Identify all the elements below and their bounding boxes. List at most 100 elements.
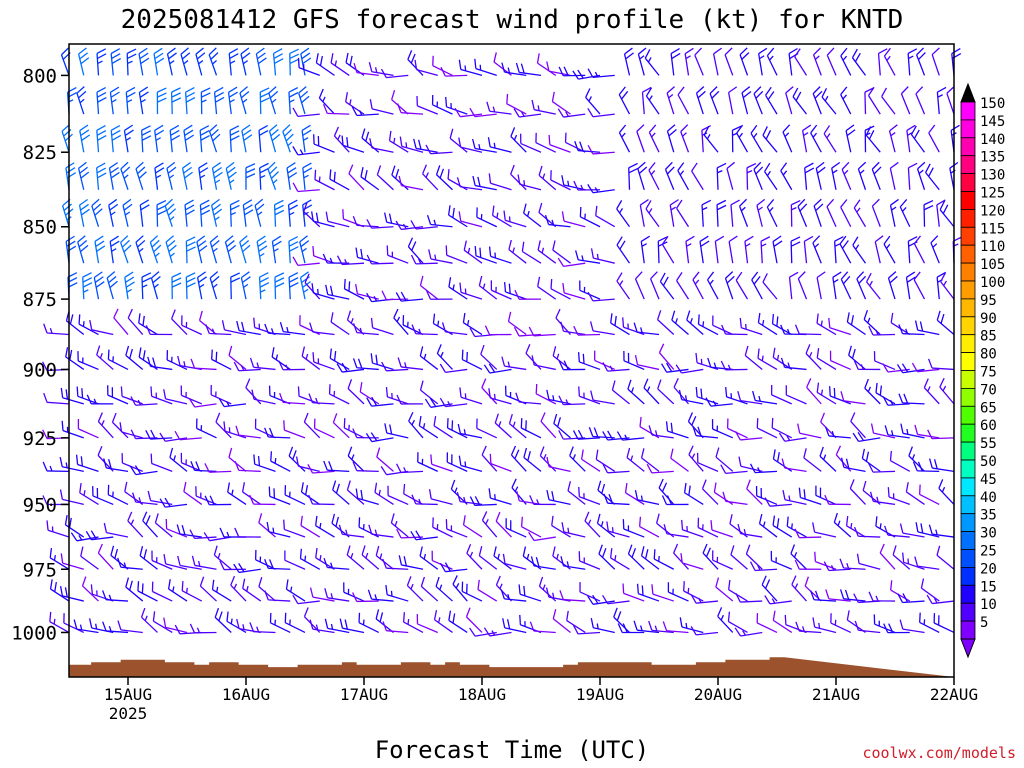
colorbar-label: 115: [980, 221, 1005, 237]
wind-barb: [322, 253, 350, 264]
wind-barb: [685, 235, 695, 264]
wind-barb: [930, 235, 940, 264]
wind-barb: [905, 271, 916, 300]
wind-barb: [730, 545, 748, 570]
wind-barb: [345, 92, 365, 115]
wind-barb: [618, 124, 631, 153]
wind-barb: [501, 62, 527, 77]
wind-barb: [712, 315, 734, 336]
wind-barb: [97, 543, 114, 570]
wind-barb: [751, 271, 763, 300]
wind-barb: [828, 317, 851, 336]
wind-barb: [513, 326, 542, 337]
wind-barb: [425, 290, 453, 300]
wind-barb: [299, 548, 321, 570]
wind-barb: [126, 48, 137, 76]
wind-barb: [602, 594, 630, 605]
wind-barb: [311, 283, 335, 300]
wind-barb: [634, 271, 645, 300]
wind-barb: [440, 66, 468, 77]
wind-barb: [539, 446, 557, 472]
wind-barb: [259, 162, 270, 190]
wind-barb: [435, 165, 453, 191]
wind-barb: [138, 86, 149, 115]
wind-barb: [375, 545, 394, 570]
wind-barb: [636, 583, 660, 602]
wind-barb: [323, 557, 350, 570]
wind-barb: [79, 124, 91, 153]
wind-barb: [145, 429, 173, 440]
wind-barb: [398, 555, 424, 570]
colorbar-label: 55: [980, 436, 997, 452]
wind-barb: [792, 87, 808, 115]
wind-barb: [602, 362, 630, 372]
wind-barb: [336, 255, 365, 266]
colorbar-label: 25: [980, 544, 997, 560]
wind-barb: [831, 161, 841, 190]
wind-barb: [433, 415, 453, 439]
wind-barb: [678, 389, 704, 405]
wind-barb: [540, 412, 557, 439]
wind-barb: [242, 578, 262, 602]
wind-barb: [585, 88, 601, 115]
wind-barb: [756, 198, 766, 227]
wind-barb: [346, 545, 365, 570]
wind-barb: [857, 161, 867, 190]
wind-barb: [806, 378, 822, 405]
wind-barb: [352, 428, 379, 439]
wind-barb: [781, 458, 807, 472]
wind-barb: [325, 211, 350, 228]
wind-barb: [96, 86, 107, 115]
wind-barb: [120, 161, 131, 190]
wind-barb: [916, 47, 926, 76]
wind-barb: [181, 315, 203, 336]
wind-barb: [103, 522, 129, 538]
wind-barb: [76, 386, 99, 405]
wind-barb: [65, 347, 85, 370]
wind-barb: [43, 323, 70, 336]
wind-barb: [706, 271, 719, 300]
x-axis-label: Forecast Time (UTC): [375, 736, 650, 764]
wind-barb: [301, 124, 312, 153]
x-tick-label: 20AUG: [694, 685, 742, 704]
wind-barb: [868, 325, 896, 336]
wind-barb: [746, 162, 757, 190]
wind-barb: [907, 48, 918, 76]
wind-barb: [676, 272, 690, 300]
wind-barb: [196, 271, 207, 300]
wind-barb: [76, 86, 87, 115]
wind-barb: [802, 124, 812, 153]
wind-barb: [180, 47, 191, 76]
wind-barb: [138, 347, 158, 370]
wind-barb: [770, 550, 793, 570]
wind-barb: [551, 515, 571, 538]
wind-barb: [616, 272, 631, 300]
wind-barb: [861, 448, 881, 472]
wind-barb: [712, 47, 723, 76]
colorbar-top-arrow: [960, 82, 976, 103]
wind-barb: [313, 134, 335, 153]
y-tick-label: 875: [23, 289, 57, 311]
wind-barb: [833, 236, 844, 264]
wind-barb: [292, 107, 320, 118]
wind-barb: [332, 480, 350, 505]
wind-barb: [753, 86, 764, 115]
wind-barb: [285, 579, 306, 602]
colorbar-swatch: [960, 620, 976, 640]
wind-barb: [616, 431, 645, 441]
wind-barb: [271, 235, 282, 264]
wind-barb: [60, 387, 84, 405]
wind-barb: [352, 592, 379, 603]
wind-barb: [897, 593, 925, 604]
wind-barb: [590, 248, 615, 264]
wind-barb: [309, 322, 335, 336]
wind-barb: [395, 220, 424, 231]
wind-barb: [868, 86, 881, 115]
wind-barb: [816, 348, 837, 370]
site-credit[interactable]: coolwx.com/models: [862, 744, 1016, 762]
wind-barb: [587, 184, 615, 194]
wind-barb: [871, 161, 882, 190]
wind-barb: [794, 528, 822, 539]
colorbar-label: 85: [980, 329, 997, 345]
wind-barb: [461, 581, 483, 602]
